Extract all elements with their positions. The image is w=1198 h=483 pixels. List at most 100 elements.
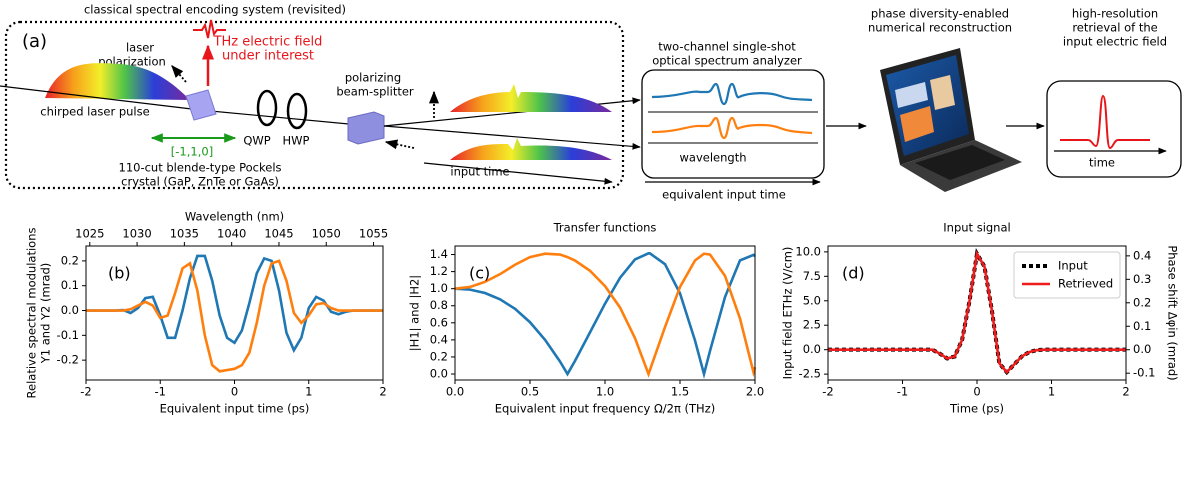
diagram-title: classical spectral encoding system (revi… <box>84 3 346 17</box>
label: retrieval of the <box>1072 21 1157 35</box>
y-tick-label: -2.5 <box>799 367 821 381</box>
beam-splitter <box>347 111 385 145</box>
encoding-frame <box>4 20 625 190</box>
x-tick-label: -2 <box>80 385 91 399</box>
pulse <box>450 138 612 160</box>
y-tick-label: 7.5 <box>803 269 821 283</box>
label: input time <box>450 165 509 179</box>
label: input electric field <box>1063 35 1167 49</box>
x-tick-label: 1 <box>1048 385 1055 399</box>
y-tick-label: 1.0 <box>430 281 448 295</box>
label: wavelength <box>680 151 747 165</box>
label: HWP <box>283 134 310 148</box>
label: equivalent input time <box>662 188 786 202</box>
x-tick-label: 1.5 <box>671 385 689 399</box>
x2-tick-label: 1040 <box>217 227 246 241</box>
panel-label: (c) <box>469 264 490 283</box>
label: optical spectrum analyzer <box>652 54 802 68</box>
waveplate <box>286 92 308 130</box>
data-line <box>828 250 1126 375</box>
osa-trace <box>651 82 813 106</box>
y-axis-label: |H1| and |H2| <box>408 275 422 351</box>
chart-title: Input signal <box>943 221 1010 235</box>
y-tick-label: 0.8 <box>430 298 448 312</box>
crystal <box>185 89 217 121</box>
label: laser <box>126 41 154 55</box>
beam <box>383 125 641 150</box>
osa-box <box>641 69 825 179</box>
x-tick-label: 0 <box>973 385 980 399</box>
x-tick-label: -1 <box>897 385 908 399</box>
y-tick-label: 0.4 <box>430 332 448 346</box>
y2-tick-label: 0.2 <box>1133 295 1151 309</box>
label: crystal (GaP, ZnTe or GaAs) <box>121 175 279 189</box>
charts: -2 -1 0 1 2 -0.2 -0.1 0.0 0.1 0.2 1025 1030 1035 1040… <box>25 210 1180 416</box>
y-tick-label: 0.2 <box>430 349 448 363</box>
x2-tick-label: 1055 <box>359 227 388 241</box>
x-axis-label: Time (ps) <box>949 402 1004 416</box>
legend-box <box>1013 251 1121 299</box>
legend-label: Input <box>1058 259 1088 273</box>
beam <box>0 85 201 111</box>
y2-tick-label: 0.3 <box>1133 272 1151 286</box>
y-axis-label: Input field ETHz (V/cm) <box>781 247 795 380</box>
label: THz electric field <box>213 35 323 50</box>
label: high-resolution <box>1072 7 1158 21</box>
pulse <box>450 84 612 112</box>
label: numerical reconstruction <box>868 21 1012 35</box>
label: time <box>1089 156 1115 170</box>
x-tick-label: 1.0 <box>596 385 614 399</box>
x-tick-label: 1 <box>305 385 312 399</box>
arrow <box>171 65 187 83</box>
x-tick-label: -2 <box>822 385 833 399</box>
retrieval-box <box>1046 80 1182 178</box>
y-tick-label: 0.0 <box>803 342 821 356</box>
x2-tick-label: 1025 <box>75 227 104 241</box>
x-tick-label: 2 <box>379 385 386 399</box>
y-tick-label: 0.0 <box>430 367 448 381</box>
chart-title: Transfer functions <box>553 221 657 235</box>
retrieved-pulse <box>1060 94 1150 150</box>
y-tick-label: -0.2 <box>57 353 79 367</box>
y2-tick-label: 0.0 <box>1133 342 1151 356</box>
x2-tick-label: 1045 <box>264 227 293 241</box>
x2-tick-label: 1050 <box>312 227 341 241</box>
y-tick-label: 1.2 <box>430 264 448 278</box>
thz-waveform <box>193 19 226 39</box>
data-line <box>454 252 757 378</box>
x-tick-label: 0 <box>231 385 238 399</box>
axes-frame <box>454 245 756 381</box>
panel-label: (d) <box>842 264 865 283</box>
y-tick-label: 0.0 <box>61 303 79 317</box>
diagram: classical spectral encoding system (revi… <box>0 3 1182 202</box>
label: polarizing <box>345 71 401 85</box>
label: 110-cut blende-type Pockels <box>119 161 282 175</box>
y-tick-label: 2.5 <box>803 318 821 332</box>
pulse <box>45 63 190 100</box>
label: two-channel single-shot <box>658 40 796 54</box>
y2-tick-label: 0.4 <box>1133 248 1151 262</box>
x-axis-label: Equivalent input time (ps) <box>160 402 310 416</box>
x2-tick-label: 1035 <box>170 227 199 241</box>
x-tick-label: 2.0 <box>746 385 764 399</box>
axis-arrow <box>423 162 613 185</box>
data-line <box>86 259 383 373</box>
label: chirped laser pulse <box>40 105 149 119</box>
x-tick-label: 0.5 <box>521 385 539 399</box>
x-tick-label: 0.0 <box>446 385 464 399</box>
y-tick-label: 1.4 <box>430 247 448 261</box>
y-tick-label: 0.1 <box>61 278 79 292</box>
waveplate <box>256 89 278 127</box>
panel-label: (a) <box>22 31 47 52</box>
y-axis-label: Relative spectral modulations <box>25 228 39 399</box>
data-line <box>86 254 383 354</box>
y-tick-label: 5.0 <box>803 293 821 307</box>
x2-axis-label: Wavelength (nm) <box>185 210 284 224</box>
x2-tick-label: 1030 <box>122 227 151 241</box>
osa-trace <box>651 116 813 140</box>
y-tick-label: 0.6 <box>430 315 448 329</box>
label: QWP <box>243 134 270 148</box>
beam <box>199 109 371 127</box>
